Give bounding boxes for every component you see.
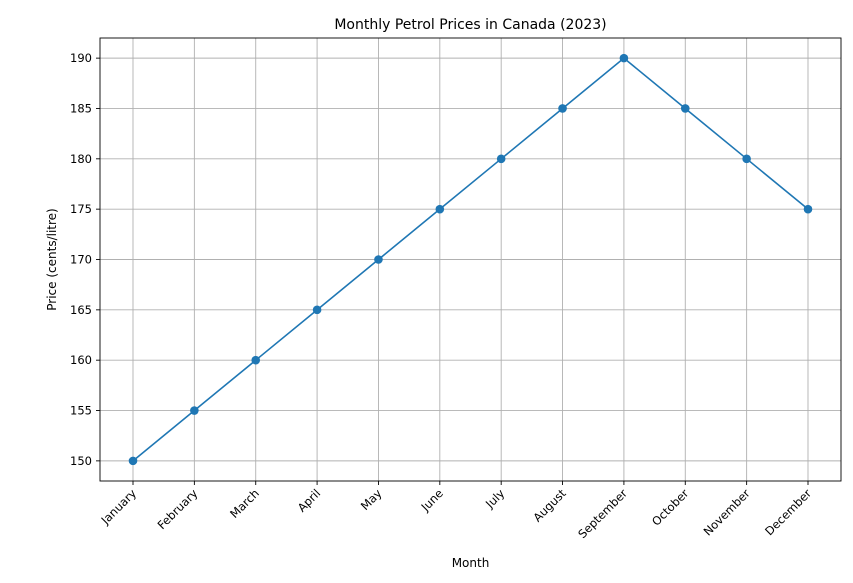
- data-point: [128, 456, 138, 466]
- x-tick-label: February: [155, 486, 201, 532]
- x-tick-label: December: [762, 486, 814, 538]
- x-tick-label: November: [701, 486, 753, 538]
- x-tick-label: June: [418, 486, 446, 514]
- y-tick-label: 165: [70, 303, 92, 317]
- x-tick-label: September: [575, 486, 630, 541]
- series-line: [132, 57, 809, 462]
- data-point: [190, 406, 199, 415]
- data-point: [312, 305, 322, 315]
- x-tick-label: August: [530, 486, 569, 525]
- y-tick-label: 190: [70, 51, 92, 65]
- y-tick-label: 185: [70, 101, 92, 115]
- data-point: [251, 355, 261, 365]
- x-tick-label: January: [98, 486, 140, 528]
- data-point: [435, 204, 445, 214]
- data-point: [558, 104, 567, 113]
- data-point: [496, 154, 506, 164]
- x-axis-label: Month: [452, 556, 490, 570]
- x-tick-label: April: [295, 486, 323, 514]
- x-axis: January February March April May June July Augu…: [98, 481, 814, 541]
- chart-title: Monthly Petrol Prices in Canada (2023): [334, 17, 606, 33]
- data-point: [742, 154, 751, 164]
- y-tick-label: 180: [70, 152, 92, 166]
- data-point: [803, 204, 813, 214]
- y-axis-label: Price (cents/litre): [45, 208, 59, 310]
- series: [128, 53, 813, 466]
- data-point: [374, 255, 383, 264]
- y-tick-label: 170: [70, 253, 92, 267]
- data-point: [619, 53, 629, 63]
- y-tick-label: 150: [70, 454, 92, 468]
- plot-frame: [99, 37, 842, 482]
- y-tick-label: 175: [70, 202, 92, 216]
- y-axis: 150 155 160 165 170 175 180 185 190: [70, 51, 100, 468]
- grid: [100, 38, 841, 481]
- y-tick-label: 160: [70, 353, 92, 367]
- y-tick-label: 155: [70, 404, 92, 418]
- x-tick-label: July: [482, 486, 507, 511]
- data-point: [680, 104, 690, 113]
- x-tick-label: May: [358, 486, 385, 513]
- x-tick-label: March: [227, 486, 262, 521]
- x-tick-label: October: [649, 486, 692, 529]
